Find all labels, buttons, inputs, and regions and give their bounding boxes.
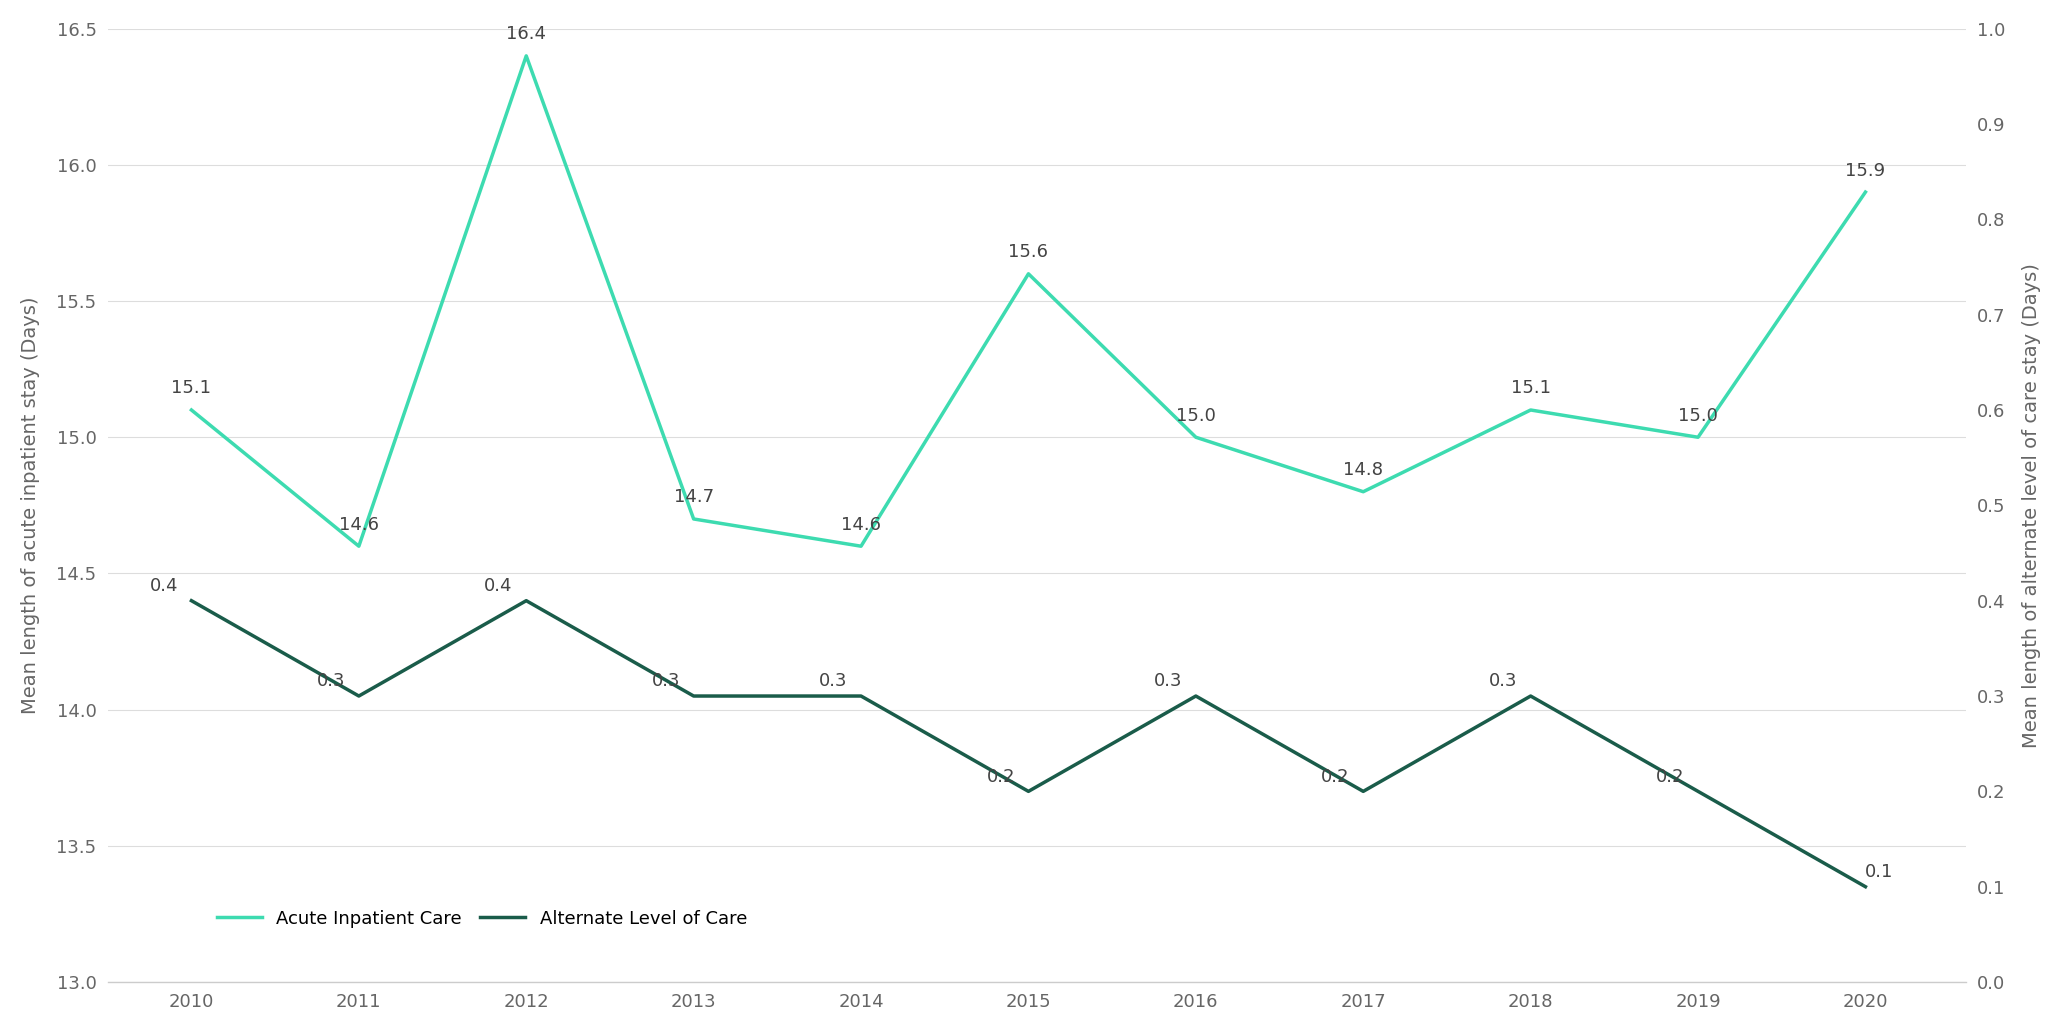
Text: 15.6: 15.6 xyxy=(1008,244,1047,261)
Text: 14.6: 14.6 xyxy=(841,516,880,534)
Text: 15.9: 15.9 xyxy=(1845,162,1885,180)
Alternate Level of Care xyxy=(1017,785,1041,798)
Y-axis label: Mean length of acute inpatient stay (Days): Mean length of acute inpatient stay (Day… xyxy=(21,296,39,714)
Line: Acute Inpatient Care: Acute Inpatient Care xyxy=(192,56,1866,546)
Line: Alternate Level of Care: Alternate Level of Care xyxy=(192,601,1866,886)
Acute Inpatient Care xyxy=(1854,186,1878,198)
Legend: Acute Inpatient Care, Alternate Level of Care: Acute Inpatient Care, Alternate Level of… xyxy=(210,902,755,935)
Acute Inpatient Care xyxy=(680,513,705,525)
Text: 15.0: 15.0 xyxy=(1175,407,1217,425)
Text: 0.3: 0.3 xyxy=(1489,673,1518,690)
Text: 0.4: 0.4 xyxy=(148,577,177,595)
Alternate Level of Care xyxy=(850,689,874,702)
Acute Inpatient Care xyxy=(1685,431,1709,444)
Y-axis label: Mean length of alternate level of care stay (Days): Mean length of alternate level of care s… xyxy=(2023,263,2041,748)
Acute Inpatient Care xyxy=(179,404,204,416)
Text: 15.0: 15.0 xyxy=(1678,407,1718,425)
Alternate Level of Care xyxy=(1184,689,1208,702)
Alternate Level of Care xyxy=(1854,880,1878,893)
Acute Inpatient Care xyxy=(1518,404,1542,416)
Text: 14.8: 14.8 xyxy=(1342,461,1384,479)
Text: 0.1: 0.1 xyxy=(1866,863,1893,881)
Acute Inpatient Care xyxy=(513,50,538,62)
Alternate Level of Care xyxy=(680,689,705,702)
Alternate Level of Care xyxy=(1685,785,1709,798)
Alternate Level of Care xyxy=(346,689,371,702)
Acute Inpatient Care xyxy=(1351,485,1375,497)
Alternate Level of Care xyxy=(1351,785,1375,798)
Alternate Level of Care xyxy=(1518,689,1542,702)
Alternate Level of Care xyxy=(513,594,538,607)
Acute Inpatient Care xyxy=(346,540,371,552)
Text: 0.3: 0.3 xyxy=(318,673,344,690)
Acute Inpatient Care xyxy=(1184,431,1208,444)
Alternate Level of Care xyxy=(179,594,204,607)
Acute Inpatient Care xyxy=(1017,267,1041,280)
Text: 0.4: 0.4 xyxy=(485,577,513,595)
Text: 0.3: 0.3 xyxy=(1155,673,1182,690)
Text: 15.1: 15.1 xyxy=(1511,380,1551,397)
Text: 0.2: 0.2 xyxy=(1656,768,1685,785)
Text: 0.3: 0.3 xyxy=(819,673,847,690)
Text: 16.4: 16.4 xyxy=(507,26,546,43)
Text: 14.7: 14.7 xyxy=(674,488,713,507)
Text: 0.2: 0.2 xyxy=(1322,768,1351,785)
Text: 14.6: 14.6 xyxy=(338,516,379,534)
Text: 0.3: 0.3 xyxy=(652,673,680,690)
Acute Inpatient Care xyxy=(850,540,874,552)
Text: 0.2: 0.2 xyxy=(986,768,1015,785)
Text: 15.1: 15.1 xyxy=(171,380,212,397)
